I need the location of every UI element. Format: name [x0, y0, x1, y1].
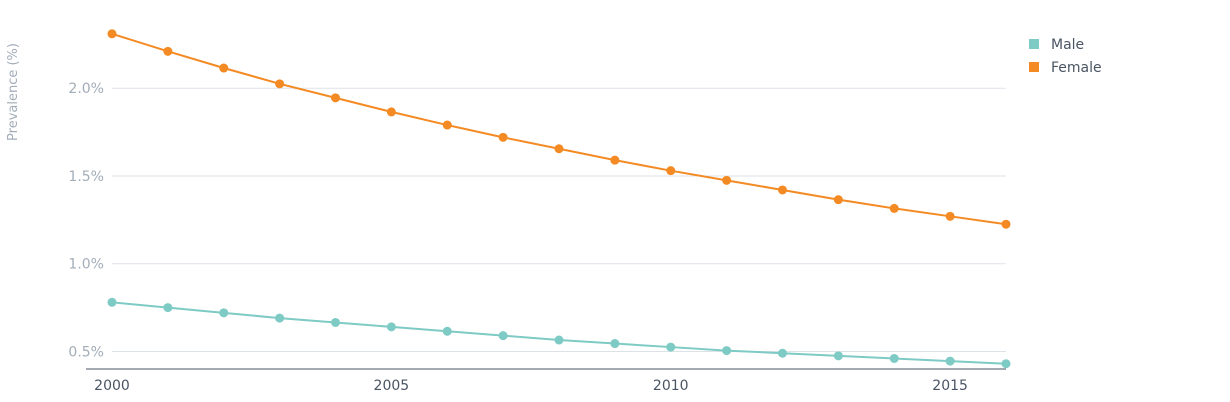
data-point-female[interactable] [833, 195, 843, 205]
data-point-female[interactable] [442, 120, 452, 130]
data-point-female[interactable] [945, 211, 955, 221]
y-axis-ticks: 0.5% 1.0% 1.5% 2.0% [68, 81, 104, 360]
y-tick-label: 1.5% [68, 169, 104, 185]
series-line-female [111, 32, 1007, 226]
data-point-female[interactable] [386, 107, 396, 117]
data-point-female[interactable] [778, 185, 787, 195]
legend-label-female: Female [1051, 60, 1102, 76]
data-point-female[interactable] [1001, 219, 1011, 229]
series-female [107, 29, 1011, 229]
data-point-female[interactable] [610, 155, 620, 165]
data-point-male[interactable] [275, 313, 285, 323]
y-tick-label: 1.0% [68, 257, 104, 273]
data-point-female[interactable] [107, 29, 117, 39]
data-point-female[interactable] [889, 203, 899, 213]
y-tick-label: 0.5% [68, 344, 104, 360]
data-point-male[interactable] [1001, 359, 1011, 369]
data-point-female[interactable] [722, 175, 732, 185]
legend-swatch-male [1029, 39, 1039, 49]
legend: Male Female [1029, 37, 1102, 76]
data-point-female[interactable] [331, 93, 340, 103]
data-point-male[interactable] [107, 297, 117, 307]
data-point-male[interactable] [498, 331, 508, 341]
y-axis-title: Prevalence (%) [6, 43, 21, 141]
x-tick-label: 2015 [932, 378, 968, 394]
data-point-male[interactable] [442, 326, 452, 336]
x-tick-label: 2000 [94, 378, 130, 394]
y-tick-label: 2.0% [68, 81, 104, 97]
legend-item-female[interactable]: Female [1029, 60, 1102, 76]
x-tick-label: 2010 [653, 378, 689, 394]
data-point-male[interactable] [610, 339, 620, 349]
data-point-female[interactable] [219, 63, 229, 73]
data-point-female[interactable] [666, 166, 676, 176]
data-point-male[interactable] [666, 342, 676, 352]
series-male [107, 297, 1011, 369]
data-point-male[interactable] [945, 356, 955, 366]
data-point-male[interactable] [833, 351, 843, 361]
series-line-male [111, 301, 1007, 365]
data-point-male[interactable] [163, 303, 173, 313]
data-point-female[interactable] [163, 46, 173, 56]
data-point-male[interactable] [778, 348, 787, 358]
data-point-male[interactable] [386, 322, 396, 332]
data-point-male[interactable] [219, 308, 229, 318]
gridlines [112, 87, 1006, 352]
data-point-female[interactable] [554, 144, 564, 154]
data-point-male[interactable] [331, 317, 340, 327]
legend-label-male: Male [1051, 37, 1084, 53]
data-point-female[interactable] [498, 132, 508, 142]
legend-item-male[interactable]: Male [1029, 37, 1084, 53]
series-group [107, 29, 1011, 369]
x-tick-label: 2005 [374, 378, 410, 394]
data-point-male[interactable] [554, 335, 564, 345]
x-axis-ticks: 2000 2005 2010 2015 [94, 378, 968, 394]
data-point-male[interactable] [722, 346, 732, 356]
data-point-male[interactable] [889, 353, 899, 363]
data-point-female[interactable] [275, 79, 285, 89]
legend-swatch-female [1029, 62, 1039, 72]
